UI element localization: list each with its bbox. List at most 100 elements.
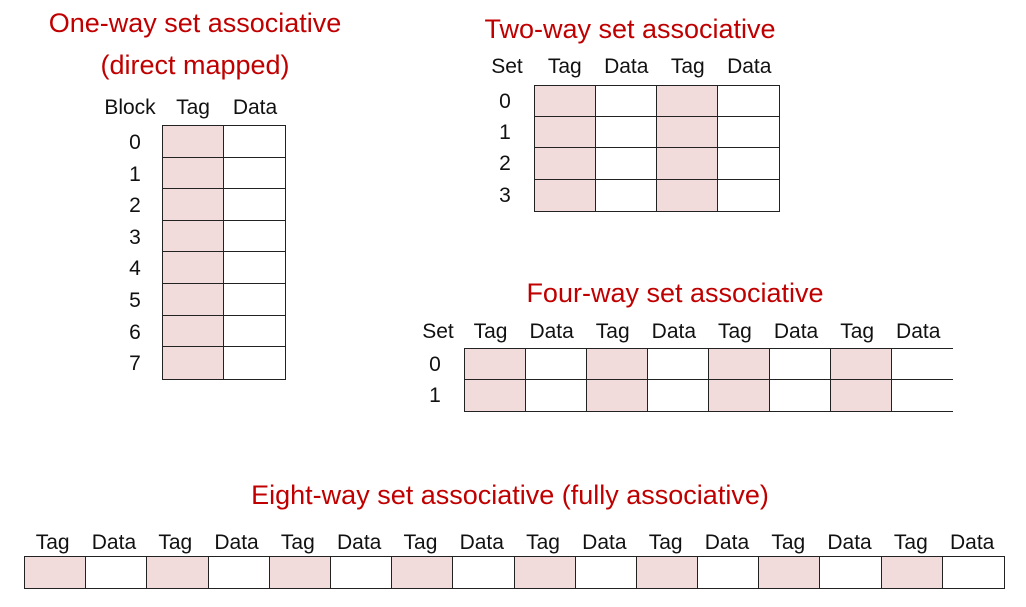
two-way-row-label-3: 3 — [499, 183, 511, 207]
four-way-data-cell — [648, 349, 709, 380]
eight-way-header-13: Data — [827, 531, 872, 554]
two-way-data-cell — [718, 86, 779, 118]
eight-way-header-8: Tag — [526, 531, 560, 554]
one-way-row-label-1: 1 — [129, 162, 141, 186]
two-way-data-cell — [718, 179, 779, 211]
four-way-header-4: Tag — [718, 320, 752, 343]
one-way-data-cell — [224, 157, 285, 190]
four-way-cache-table — [464, 348, 953, 412]
eight-way-data-cell — [86, 557, 148, 588]
eight-way-cache-table — [24, 556, 1005, 589]
four-way-header-7: Data — [896, 320, 941, 343]
four-way-tag-cell — [465, 380, 526, 411]
one-way-row-label-2: 2 — [129, 194, 141, 218]
eight-way-header-0: Tag — [35, 531, 70, 554]
one-way-data-cell — [224, 252, 285, 284]
one-way-row-label-6: 6 — [129, 320, 141, 344]
two-way-row-label-1: 1 — [499, 121, 511, 145]
four-way-data-cell — [526, 380, 587, 411]
one-way-data-cell — [224, 315, 285, 348]
eight-way-tag-cell — [636, 557, 699, 588]
four-way-header-6: Tag — [840, 320, 875, 343]
eight-way-header-4: Tag — [280, 531, 315, 554]
one-way-data-cell — [224, 189, 285, 221]
four-way-row-label-0: 0 — [429, 353, 441, 376]
one-way-tag-header: Tag — [176, 96, 210, 119]
eight-way-tag-cell — [392, 557, 454, 588]
two-way-header-0: Tag — [547, 55, 582, 78]
one-way-title-line1: One-way set associative — [48, 8, 342, 38]
eight-way-header-14: Tag — [893, 531, 928, 554]
two-way-tag-cell — [535, 86, 596, 118]
two-way-header-3: Data — [727, 55, 772, 78]
one-way-tag-cell — [163, 220, 224, 253]
two-way-tag-cell — [657, 86, 718, 118]
one-way-data-cell — [224, 220, 285, 253]
one-way-title-line2: (direct mapped) — [100, 50, 290, 80]
one-way-row-label-4: 4 — [129, 257, 141, 281]
eight-way-header-7: Data — [459, 531, 504, 554]
two-way-data-cell — [596, 179, 657, 211]
eight-way-data-cell — [453, 557, 515, 588]
two-way-data-cell — [718, 148, 779, 180]
one-way-data-cell — [224, 347, 285, 379]
four-way-row-label-1: 1 — [429, 384, 441, 407]
two-way-cache-table — [534, 85, 780, 212]
one-way-row-label-7: 7 — [129, 352, 141, 376]
eight-way-data-cell — [698, 557, 760, 588]
two-way-tag-cell — [657, 179, 718, 211]
two-way-header-2: Tag — [670, 55, 705, 78]
eight-way-tag-cell — [25, 557, 87, 588]
eight-way-data-cell — [942, 557, 1004, 588]
four-way-tag-cell — [465, 349, 526, 380]
two-way-data-cell — [718, 117, 779, 149]
eight-way-header-6: Tag — [403, 531, 438, 554]
four-way-tag-cell — [831, 380, 892, 411]
two-way-title: Two-way set associative — [484, 14, 776, 44]
two-way-row-label-0: 0 — [499, 90, 511, 113]
one-way-tag-cell — [163, 347, 224, 379]
one-way-tag-cell — [163, 283, 224, 316]
two-way-tag-cell — [535, 148, 596, 180]
four-way-tag-cell — [709, 349, 770, 380]
eight-way-tag-cell — [269, 557, 331, 588]
one-way-tag-cell — [163, 315, 224, 348]
four-way-title: Four-way set associative — [526, 278, 824, 308]
one-way-tag-cell — [163, 126, 224, 158]
four-way-data-cell — [770, 349, 831, 380]
one-way-data-cell — [224, 126, 285, 158]
eight-way-data-cell — [330, 557, 393, 588]
two-way-header-1: Data — [604, 55, 649, 78]
four-way-header-0: Tag — [473, 320, 508, 343]
eight-way-header-15: Data — [949, 531, 995, 554]
eight-way-title: Eight-way set associative (fully associa… — [251, 480, 769, 510]
four-way-header-1: Data — [529, 320, 574, 343]
eight-way-data-cell — [575, 557, 637, 588]
four-way-data-cell — [892, 380, 953, 411]
eight-way-tag-cell — [514, 557, 576, 588]
two-way-set-header: Set — [491, 55, 523, 78]
one-way-tag-cell — [163, 157, 224, 190]
two-way-tag-cell — [657, 117, 718, 149]
one-way-block-header: Block — [104, 96, 156, 119]
four-way-data-cell — [648, 380, 709, 411]
four-way-header-5: Data — [773, 320, 819, 343]
four-way-header-2: Tag — [595, 320, 630, 343]
one-way-row-label-0: 0 — [129, 131, 141, 154]
eight-way-header-10: Tag — [648, 531, 683, 554]
one-way-row-label-3: 3 — [129, 225, 141, 249]
eight-way-header-5: Data — [336, 531, 382, 554]
eight-way-header-11: Data — [704, 531, 750, 554]
two-way-tag-cell — [657, 148, 718, 180]
eight-way-tag-cell — [881, 557, 943, 588]
four-way-data-cell — [892, 349, 953, 380]
eight-way-header-2: Tag — [158, 531, 193, 554]
one-way-data-header: Data — [232, 96, 278, 119]
eight-way-tag-cell — [759, 557, 821, 588]
eight-way-data-cell — [208, 557, 270, 588]
eight-way-tag-cell — [147, 557, 209, 588]
two-way-data-cell — [596, 148, 657, 180]
four-way-tag-cell — [831, 349, 892, 380]
four-way-data-cell — [770, 380, 831, 411]
four-way-set-header: Set — [422, 320, 454, 343]
